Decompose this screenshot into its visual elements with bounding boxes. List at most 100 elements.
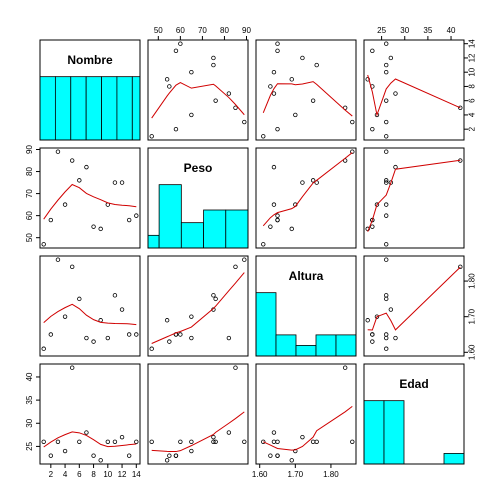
point-altura-vs-peso-2 — [242, 257, 247, 262]
point-altura-vs-nombre-11 — [119, 307, 125, 312]
point-peso-vs-altura-11 — [300, 180, 305, 185]
point-peso-vs-altura-2 — [350, 149, 355, 154]
histogram-bar-nombre-4 — [101, 76, 118, 141]
panel-frame-nombre-vs-edad — [363, 39, 465, 141]
histogram-bar-nombre-0 — [39, 76, 56, 141]
panel-altura-vs-altura: Altura — [255, 255, 357, 357]
panel-frame-edad-vs-edad — [363, 363, 465, 465]
panel-altura-vs-nombre — [39, 255, 141, 357]
point-edad-vs-peso-10 — [211, 439, 216, 444]
panel-frame-peso-vs-edad — [363, 147, 465, 249]
point-nombre-vs-altura-11 — [300, 55, 305, 61]
smoother-edad-vs-peso — [151, 411, 245, 453]
tick-label-bottom-nombre-1: 4 — [63, 470, 68, 479]
point-nombre-vs-altura-10 — [314, 62, 319, 68]
point-edad-vs-peso-3 — [189, 448, 194, 454]
point-altura-vs-nombre-7 — [91, 339, 96, 344]
point-peso-vs-altura-6 — [271, 164, 277, 170]
point-edad-vs-altura-12 — [275, 453, 280, 458]
point-altura-vs-edad-9 — [384, 335, 389, 341]
point-altura-vs-edad-4 — [458, 264, 463, 270]
point-edad-vs-nombre-0 — [41, 439, 46, 444]
point-altura-vs-nombre-1 — [48, 332, 54, 337]
point-altura-vs-nombre-2 — [55, 257, 61, 262]
smoother-altura-vs-edad — [367, 266, 461, 331]
point-edad-vs-peso-0 — [149, 439, 154, 444]
point-altura-vs-edad-8 — [365, 318, 370, 323]
point-altura-vs-peso-5 — [213, 296, 218, 302]
point-nombre-vs-altura-7 — [268, 84, 273, 89]
point-altura-vs-nombre-6 — [84, 335, 89, 341]
point-peso-vs-nombre-10 — [112, 180, 118, 185]
point-nombre-vs-peso-3 — [189, 112, 194, 118]
point-peso-vs-nombre-4 — [69, 158, 75, 163]
point-nombre-vs-peso-11 — [211, 55, 216, 61]
point-altura-vs-edad-12 — [370, 332, 375, 337]
point-nombre-vs-peso-2 — [242, 119, 247, 125]
histogram-bar-nombre-5 — [116, 76, 133, 141]
point-edad-vs-nombre-11 — [119, 434, 125, 440]
point-peso-vs-nombre-8 — [98, 226, 103, 232]
point-nombre-vs-peso-1 — [173, 126, 179, 132]
smoother-peso-vs-nombre — [43, 183, 137, 220]
point-nombre-vs-peso-7 — [167, 84, 172, 89]
point-edad-vs-nombre-7 — [91, 453, 96, 458]
point-altura-vs-edad-7 — [370, 339, 375, 344]
panel-frame-altura-vs-peso — [147, 255, 249, 357]
point-nombre-vs-edad-1 — [370, 126, 375, 132]
panel-edad-vs-peso — [147, 363, 249, 465]
panel-frame-peso-vs-peso — [147, 147, 249, 249]
point-edad-vs-nombre-5 — [77, 439, 82, 444]
panel-frame-nombre-vs-altura — [255, 39, 357, 141]
point-nombre-vs-edad-8 — [365, 77, 370, 82]
point-altura-vs-edad-13 — [384, 332, 389, 337]
panel-frame-nombre-vs-nombre — [39, 39, 141, 141]
tick-label-right-nombre-5: 12 — [467, 53, 476, 62]
tick-label-bottom-altura-2: 1.80 — [323, 470, 339, 479]
point-nombre-vs-peso-0 — [149, 134, 154, 139]
point-altura-vs-nombre-12 — [126, 332, 132, 337]
panel-nombre-vs-nombre: Nombre — [39, 39, 141, 141]
point-nombre-vs-edad-12 — [370, 48, 375, 54]
histogram-bar-edad-0 — [363, 400, 385, 465]
point-peso-vs-edad-9 — [384, 202, 389, 207]
point-altura-vs-peso-0 — [149, 346, 154, 351]
point-peso-vs-edad-3 — [374, 202, 380, 207]
tick-label-top-peso-0: 50 — [154, 26, 163, 35]
tick-label-right-nombre-6: 14 — [467, 39, 476, 48]
tick-label-bottom-altura-0: 1.60 — [252, 470, 268, 479]
point-peso-vs-altura-7 — [268, 224, 273, 229]
point-altura-vs-peso-13 — [178, 332, 183, 337]
point-nombre-vs-edad-11 — [388, 55, 394, 61]
point-peso-vs-edad-2 — [384, 149, 389, 154]
point-peso-vs-nombre-7 — [91, 224, 96, 229]
tick-label-left-edad-1: 30 — [25, 418, 34, 427]
point-peso-vs-altura-8 — [289, 226, 294, 232]
point-peso-vs-edad-0 — [384, 242, 389, 247]
point-edad-vs-nombre-6 — [84, 430, 89, 435]
histogram-bar-peso-4 — [225, 209, 249, 249]
tick-label-bottom-nombre-4: 10 — [103, 470, 112, 479]
histogram-bar-edad-1 — [383, 400, 405, 465]
point-nombre-vs-peso-8 — [164, 77, 170, 82]
point-nombre-vs-altura-1 — [275, 126, 280, 132]
histogram-bar-nombre-6 — [131, 76, 141, 141]
point-altura-vs-edad-3 — [374, 314, 380, 319]
tick-label-top-peso-3: 80 — [220, 26, 229, 35]
panel-peso-vs-peso: Peso — [147, 147, 249, 249]
point-nombre-vs-peso-9 — [189, 69, 194, 75]
point-edad-vs-nombre-12 — [126, 453, 132, 458]
histogram-bar-peso-2 — [180, 222, 204, 249]
point-altura-vs-nombre-4 — [69, 264, 75, 270]
point-peso-vs-altura-9 — [271, 202, 277, 207]
point-nombre-vs-peso-12 — [173, 48, 179, 54]
point-nombre-vs-peso-10 — [211, 62, 216, 68]
point-edad-vs-altura-6 — [271, 430, 277, 435]
histogram-bar-nombre-2 — [70, 76, 87, 141]
point-nombre-vs-edad-6 — [393, 91, 398, 96]
point-altura-vs-peso-7 — [167, 339, 172, 344]
point-nombre-vs-edad-5 — [384, 98, 389, 103]
point-peso-vs-edad-12 — [370, 217, 375, 223]
tick-label-top-peso-1: 60 — [176, 26, 185, 35]
